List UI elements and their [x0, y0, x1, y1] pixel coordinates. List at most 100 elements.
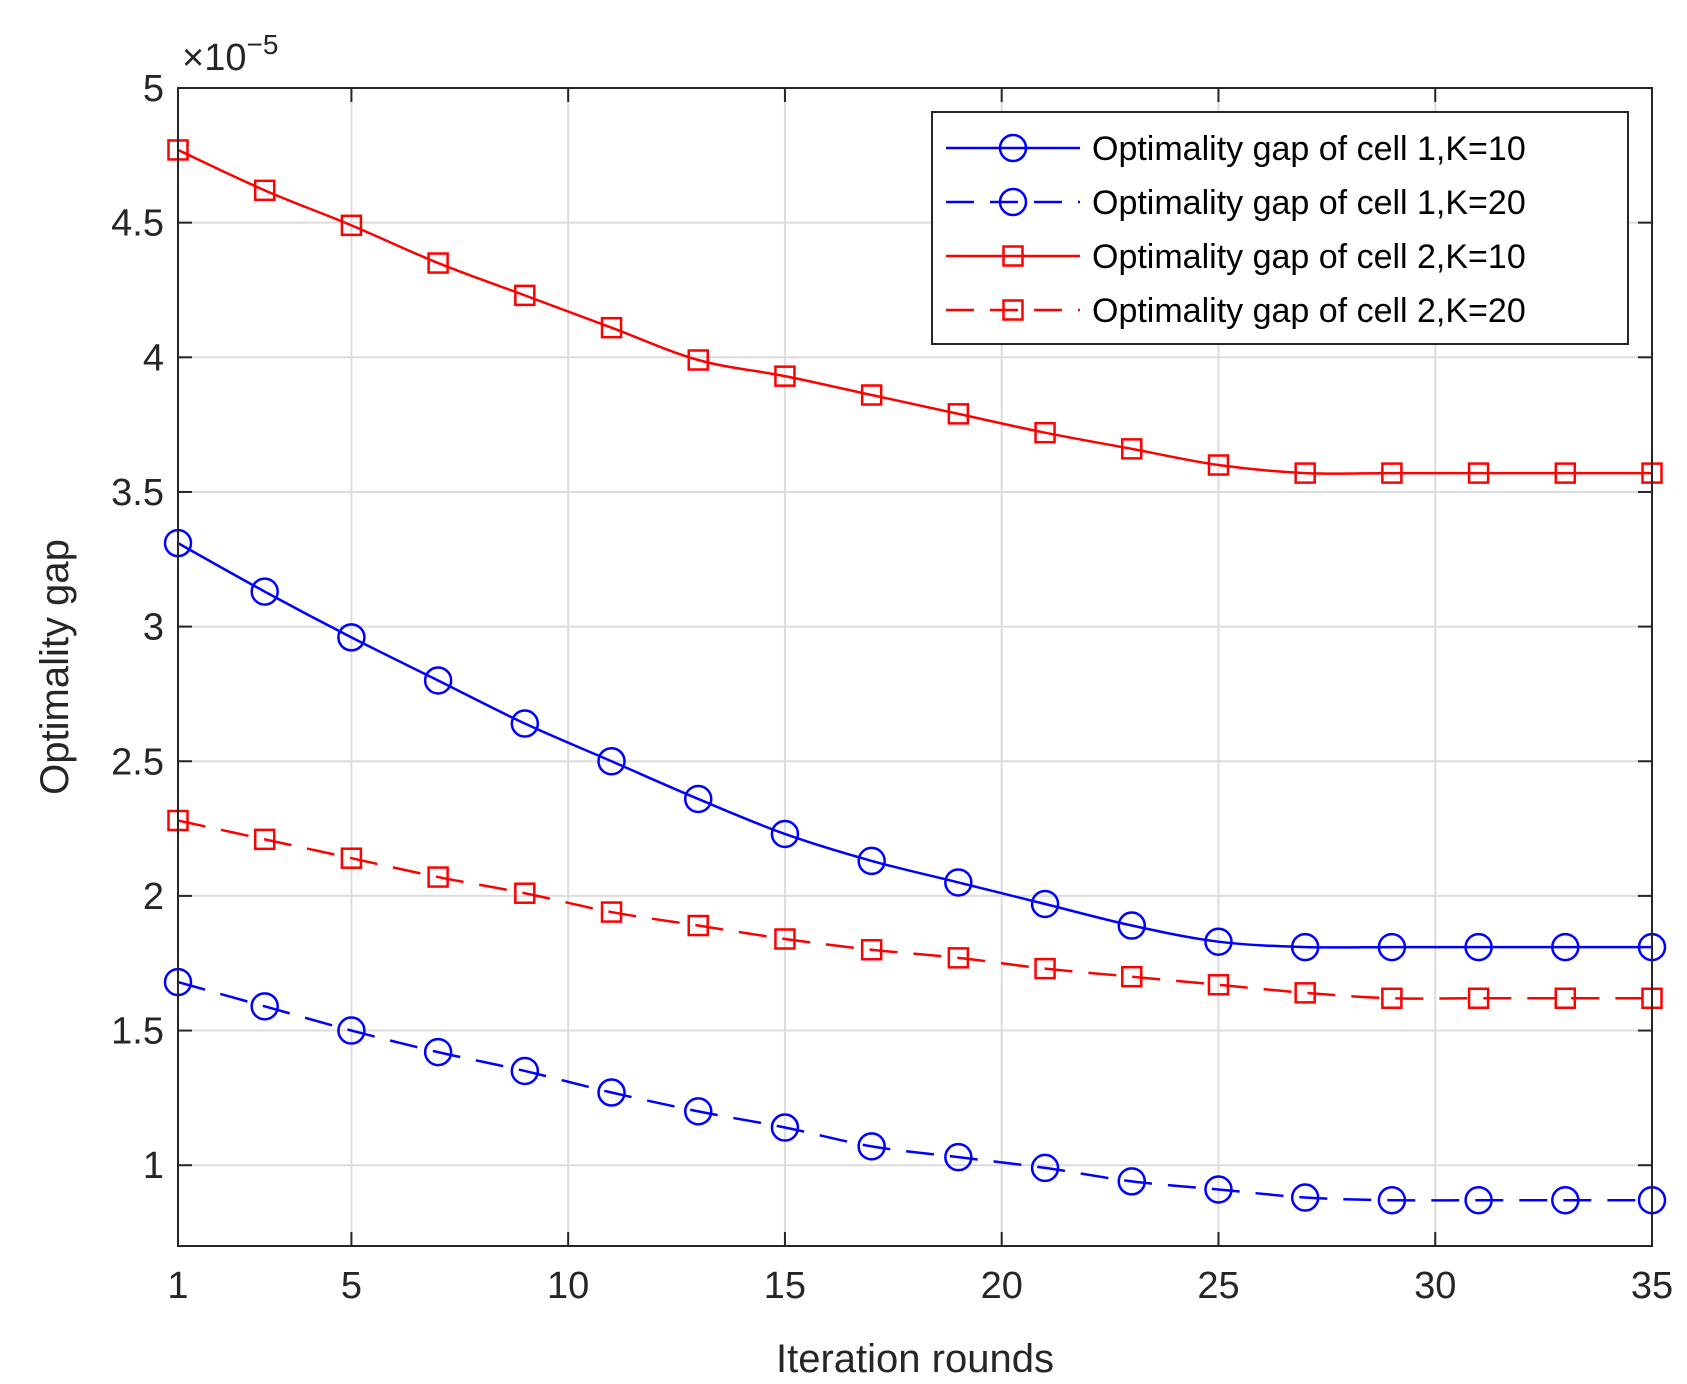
data-point	[944, 1142, 973, 1172]
y-tick-label: 5	[143, 68, 164, 110]
data-point	[683, 1097, 713, 1126]
data-point	[1207, 454, 1230, 476]
data-point	[1290, 1183, 1320, 1212]
legend-label: Optimality gap of cell 2,K=20	[1092, 292, 1526, 330]
data-point	[683, 784, 713, 814]
y-tick-label: 4.5	[111, 203, 164, 245]
data-point	[600, 901, 623, 923]
data-point	[510, 1056, 540, 1086]
data-point	[1294, 982, 1316, 1004]
data-point	[1554, 462, 1577, 484]
data-point	[427, 252, 449, 274]
data-point	[1464, 932, 1493, 962]
data-point	[1117, 1167, 1147, 1196]
data-point	[687, 914, 709, 937]
data-point	[514, 882, 536, 904]
legend-label: Optimality gap of cell 1,K=20	[1092, 184, 1526, 222]
legend-label: Optimality gap of cell 2,K=10	[1092, 238, 1526, 276]
data-point	[1121, 438, 1143, 460]
data-point	[774, 928, 796, 950]
series-line	[177, 542, 1652, 949]
data-point	[1381, 987, 1403, 1009]
legend-marker	[1002, 299, 1024, 321]
y-exponent-label: ×10−5	[182, 29, 278, 79]
data-point	[253, 828, 276, 851]
x-tick-label: 25	[1197, 1265, 1239, 1307]
data-point	[514, 284, 536, 307]
data-point	[1121, 965, 1143, 988]
data-point	[770, 1113, 800, 1142]
y-exponent-base: ×10	[182, 37, 246, 79]
data-point	[600, 316, 623, 339]
x-axis-title: Iteration rounds	[776, 1337, 1054, 1381]
x-tick-label: 15	[764, 1265, 806, 1307]
data-point	[860, 384, 883, 406]
data-point	[857, 1132, 886, 1161]
data-point	[1030, 889, 1060, 919]
data-point	[947, 403, 970, 425]
data-point	[597, 747, 626, 776]
legend: Optimality gap of cell 1,K=10 Optimality …	[931, 111, 1629, 345]
data-point	[1551, 932, 1580, 962]
data-point	[250, 577, 279, 606]
x-tick-label: 10	[547, 1265, 589, 1307]
data-point	[1467, 462, 1490, 484]
data-point	[1551, 1185, 1580, 1215]
data-point	[944, 868, 973, 897]
data-point	[1290, 932, 1320, 962]
data-point	[1204, 1175, 1233, 1204]
data-point	[250, 992, 279, 1021]
ticks	[177, 87, 1653, 1246]
y-axis-title: Optimality gap	[33, 539, 77, 795]
legend-box	[931, 111, 1629, 345]
y-tick-label: 1	[143, 1145, 164, 1187]
data-point	[860, 939, 883, 961]
legend-label: Optimality gap of cell 1,K=10	[1092, 130, 1526, 168]
legend-marker	[998, 187, 1028, 217]
data-point	[1030, 1153, 1060, 1183]
data-point	[1554, 987, 1577, 1009]
data-point	[1294, 462, 1316, 484]
data-point	[340, 214, 363, 237]
data-point	[1467, 987, 1490, 1009]
legend-entry: Optimality gap of cell 1,K=10	[946, 130, 1526, 168]
data-point	[770, 819, 800, 849]
y-tick-label: 4	[143, 337, 164, 379]
y-tick-label: 3	[143, 607, 164, 649]
data-point	[1204, 927, 1233, 956]
data-point	[1381, 462, 1403, 484]
data-point	[1377, 932, 1407, 962]
y-tick-label: 3.5	[111, 472, 164, 514]
x-tick-label: 20	[981, 1265, 1023, 1307]
data-point	[1117, 911, 1147, 940]
x-tick-label: 35	[1631, 1265, 1673, 1307]
data-point	[1207, 974, 1230, 996]
data-point	[1034, 957, 1056, 980]
data-point	[337, 623, 366, 652]
series-3	[167, 139, 1663, 484]
data-point	[1464, 1185, 1493, 1215]
y-exponent-power: −5	[246, 29, 278, 60]
plot-frame	[177, 87, 1653, 1247]
legend-entry: Optimality gap of cell 1,K=20	[946, 184, 1526, 222]
legend-entry: Optimality gap of cell 2,K=20	[946, 292, 1526, 330]
data-point	[427, 866, 449, 888]
x-tick-label: 1	[167, 1265, 188, 1307]
data-point	[597, 1078, 626, 1107]
data-point	[510, 709, 540, 738]
data-point	[774, 365, 796, 387]
data-point	[423, 666, 453, 695]
series-line	[177, 980, 1652, 1202]
y-tick-label: 1.5	[111, 1011, 164, 1053]
x-tick-label: 5	[341, 1265, 362, 1307]
data-point	[1377, 1185, 1407, 1215]
data-point	[1034, 421, 1056, 444]
data-point	[253, 179, 276, 202]
data-point	[337, 1016, 366, 1045]
x-tick-label: 30	[1414, 1265, 1456, 1307]
data-point	[687, 349, 709, 371]
legend-marker	[998, 133, 1028, 163]
data-point	[340, 847, 363, 869]
